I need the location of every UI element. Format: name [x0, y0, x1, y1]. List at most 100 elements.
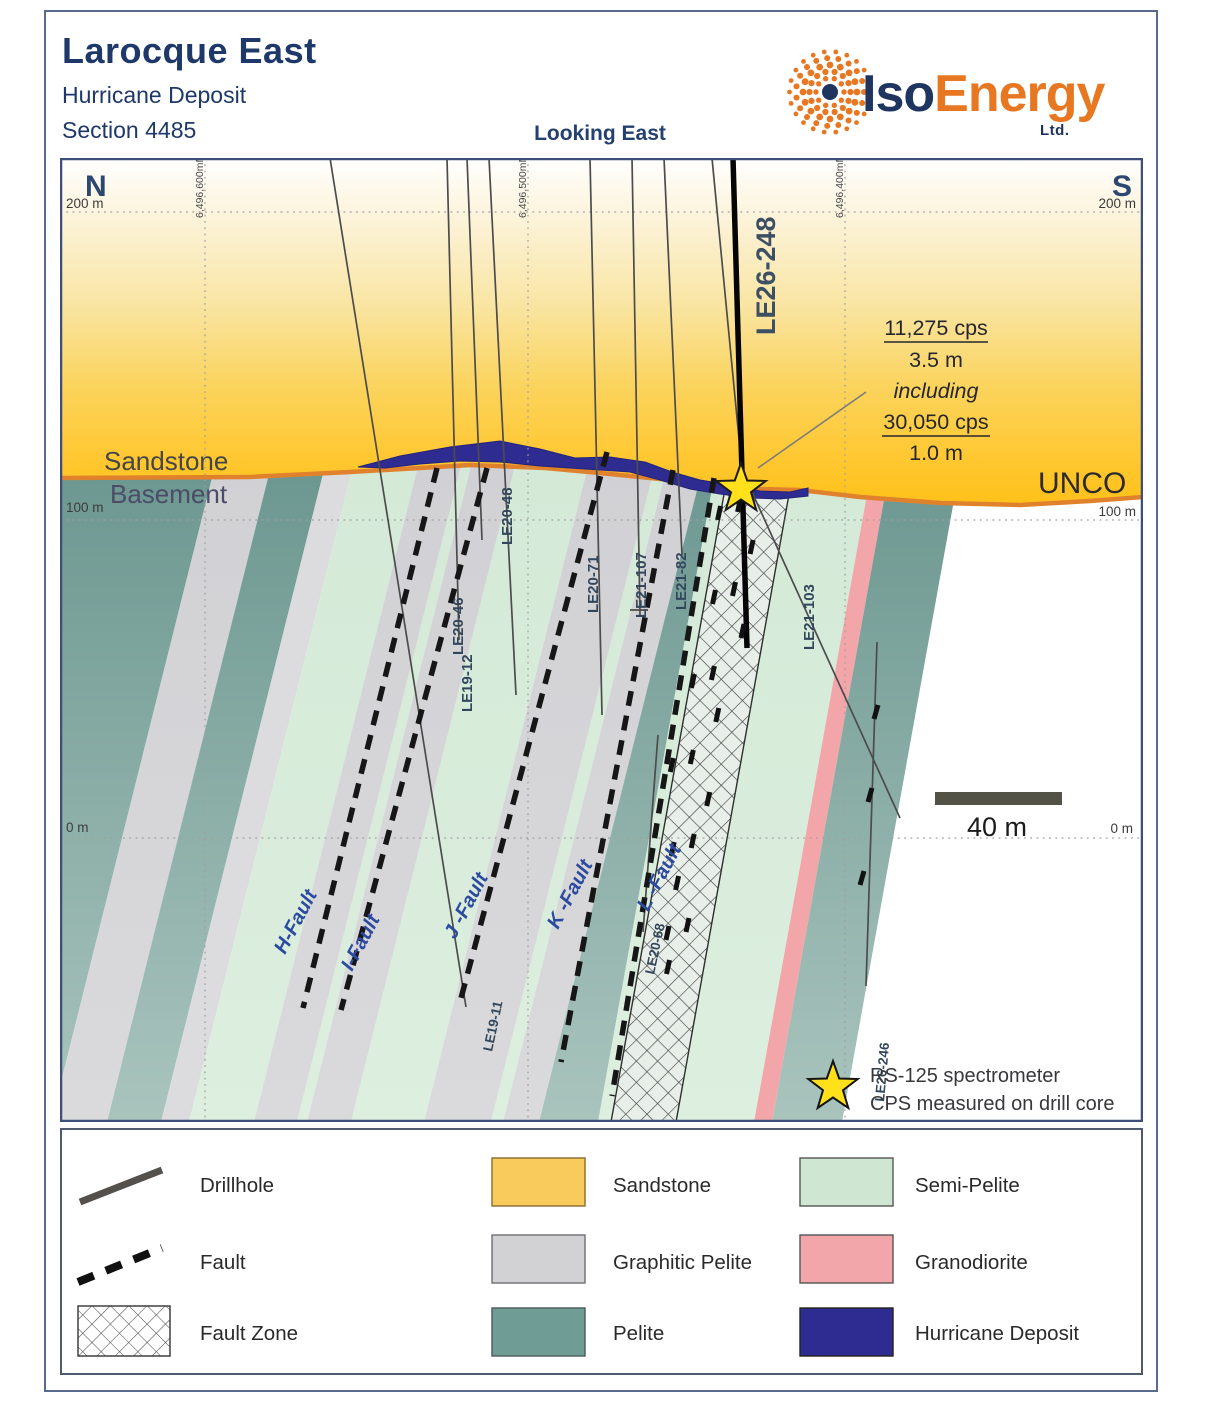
pelite-band [107, 300, 367, 1122]
drillhole-label-le20-48: LE20-48 [499, 487, 516, 545]
intercept-annotation: 11,275 cps 3.5 m including 30,050 cps 1.… [882, 316, 990, 465]
sunburst-dot [804, 114, 810, 120]
drillhole-trace-le19-11 [329, 158, 467, 1008]
sunburst-dot [826, 115, 834, 123]
sunburst-dot [839, 104, 846, 112]
logo-text-iso: Iso [862, 65, 935, 123]
elev-left-200: 200 m [66, 196, 104, 211]
i-fault-line [338, 467, 490, 1011]
granodiorite-band [754, 300, 920, 1122]
sunburst-dot [823, 102, 829, 108]
basement-label: Basement [110, 479, 228, 509]
sunburst-dot [813, 89, 819, 95]
sunburst-dot [826, 61, 834, 69]
legend: Drillhole Fault Fault Zone Sandstone Gra… [60, 1128, 1143, 1375]
sunburst-dot [788, 101, 794, 106]
drillhole-trace-le20-71 [589, 158, 603, 716]
sunburst-dot [859, 78, 866, 84]
legend-fault-symbol [76, 1244, 164, 1286]
fault-zone-tick [708, 665, 717, 681]
sunburst-dot [853, 88, 861, 96]
legend-label-pelite: Pelite [613, 1322, 664, 1345]
sunburst-dot [845, 69, 853, 77]
sunburst-dot [787, 89, 792, 95]
sunburst-dot [793, 83, 800, 90]
legend-symbol-labels: Drillhole Fault Fault Zone [200, 1174, 298, 1345]
sunburst-dot [844, 126, 850, 132]
drillhole-trace-le26-246 [865, 641, 878, 987]
sunburst-dot [844, 52, 850, 58]
scale-bar-label: 40 m [967, 812, 1027, 842]
fault-zone-tick [704, 791, 713, 807]
sunburst-dot [861, 89, 867, 95]
fault-zone-tick [730, 581, 738, 597]
sunburst-dot [801, 120, 806, 125]
fault-zone-tick [667, 757, 676, 773]
sunburst-dot [824, 55, 831, 62]
sunburst-dot [793, 67, 799, 73]
sunburst-dot [851, 78, 859, 86]
sunburst-dot [845, 107, 853, 115]
deposit-subtitle: Hurricane Deposit [62, 82, 247, 108]
section-number: Section 4485 [62, 117, 197, 143]
legend-label-granodiorite: Granodiorite [915, 1251, 1028, 1274]
sunburst-dot [831, 108, 838, 116]
star-note-line2: CPS measured on drill core [870, 1093, 1115, 1115]
sunburst-dot [814, 104, 821, 112]
sunburst-dot [821, 49, 827, 55]
sunburst-dot [854, 59, 859, 64]
elev-left-0: 0 m [66, 820, 89, 835]
fault-zone-tick [673, 875, 682, 891]
drillhole-label-le21-107: LE21-107 [633, 552, 650, 618]
legend-label-sandstone: Sandstone [613, 1174, 711, 1197]
star-note-line1: RS-125 spectrometer [870, 1065, 1060, 1087]
sunburst-dot [813, 57, 820, 64]
legend-frame [60, 1128, 1143, 1375]
northing-label: 6,496,400mN [834, 158, 846, 218]
sunburst-dot [868, 89, 873, 95]
fault-zone-tick [715, 505, 724, 521]
graphitic-pelite-band [424, 300, 697, 1122]
sunburst-dot [806, 88, 813, 96]
sunburst-dot [822, 108, 829, 116]
legend-label-semi-pelite: Semi-Pelite [915, 1174, 1020, 1197]
sunburst-dot [838, 97, 844, 103]
semi-pelite-band [491, 300, 709, 1122]
radioactive-intercepts [857, 704, 881, 886]
legend-label-drillhole: Drillhole [200, 1174, 274, 1197]
legend-label-graphitic-pelite: Graphitic Pelite [613, 1251, 752, 1274]
sandstone-label: Sandstone [104, 446, 228, 476]
graphitic-pelite-band [60, 300, 313, 1122]
sunburst-dot [847, 88, 854, 96]
legend-fault-zone-symbol [77, 1305, 171, 1357]
fault-zone-tick [713, 707, 722, 723]
sunburst-dot [853, 109, 860, 116]
sunburst-dot [813, 120, 820, 127]
elev-left-100: 100 m [66, 500, 104, 515]
isoenergy-logo: IsoEnergy Ltd. [782, 40, 1152, 150]
star-note-icon [805, 1058, 861, 1111]
drillhole-trace-le20-46 [446, 158, 460, 641]
logo-text-energy: Energy [934, 65, 1105, 123]
sunburst-dot [816, 113, 824, 121]
sunburst-dot [854, 120, 859, 125]
sunburst-dot [838, 81, 844, 87]
sunburst-dot [866, 78, 872, 83]
legend-swatch-semi-pelite [799, 1157, 894, 1207]
sunburst-dot [845, 80, 852, 87]
fault-zone-tick [663, 925, 672, 941]
legend-label-fault-zone: Fault Zone [200, 1322, 298, 1345]
sunburst-dot [801, 59, 806, 64]
sunburst-dot [831, 102, 837, 108]
legend-label-fault: Fault [200, 1251, 246, 1274]
j-fault-line [457, 451, 610, 1003]
fault-zone-tick [710, 589, 718, 605]
annotation-leader-line [757, 391, 867, 469]
sunburst-dot [845, 97, 852, 104]
annotation-including: including [894, 379, 979, 403]
legend-swatch-graphitic-pelite [491, 1234, 586, 1284]
drillhole-trace-le26-248 [730, 158, 750, 649]
fault-zone-tick [738, 623, 747, 639]
graphitic-pelite-band [254, 300, 503, 1122]
fault-zone-tick [688, 833, 697, 849]
